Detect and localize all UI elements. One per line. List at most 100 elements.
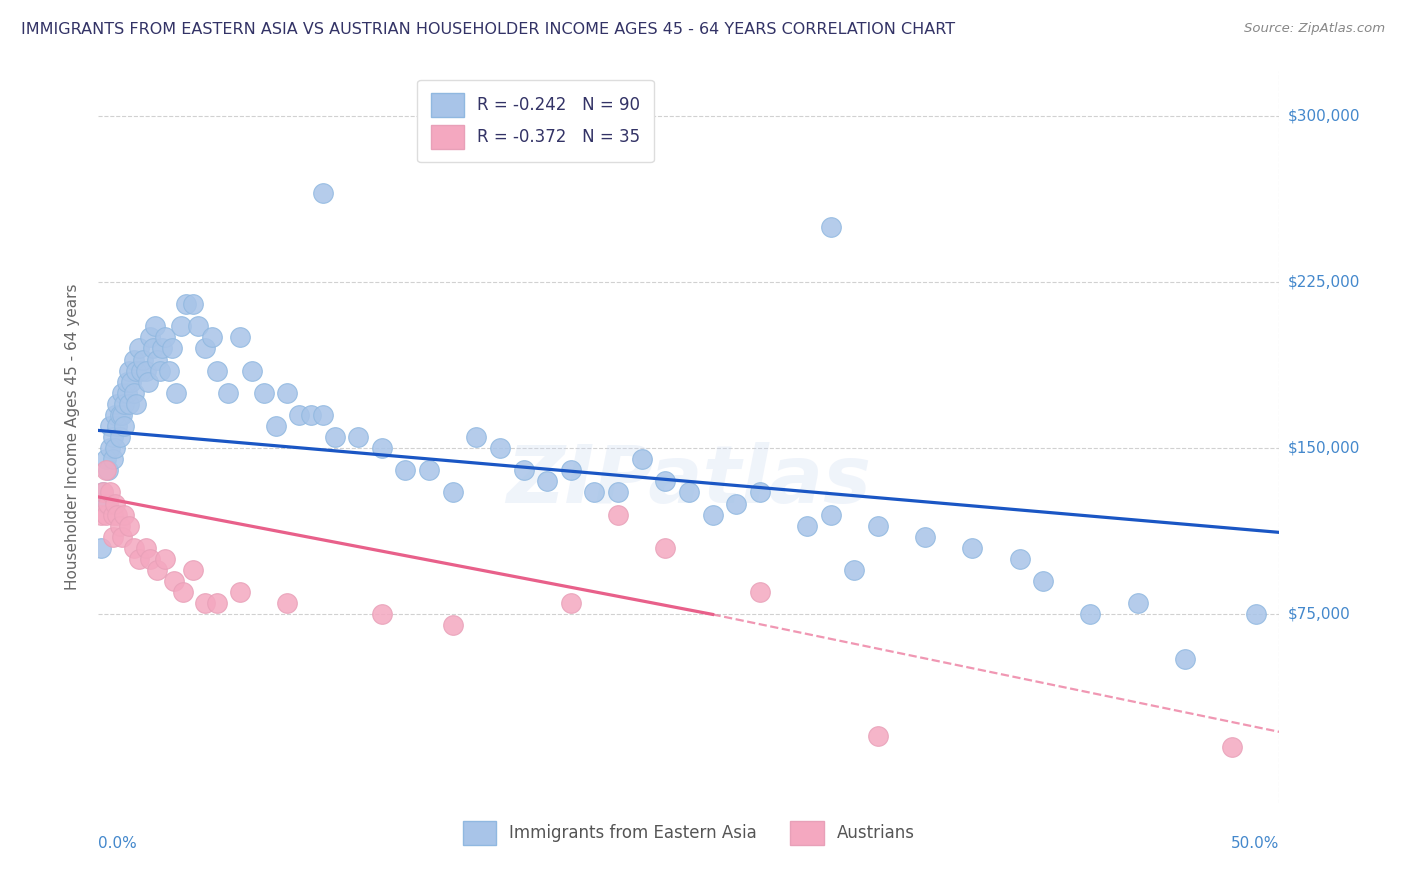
Point	[90, 508, 112, 522]
Point	[112, 508, 135, 522]
Point	[170, 319, 193, 334]
Point	[146, 352, 169, 367]
Point	[441, 618, 464, 632]
Point	[489, 441, 512, 455]
Point	[288, 408, 311, 422]
Point	[101, 530, 124, 544]
Point	[962, 541, 984, 555]
Point	[1126, 596, 1149, 610]
Point	[654, 541, 676, 555]
Point	[112, 397, 135, 411]
Point	[118, 518, 141, 533]
Point	[150, 342, 173, 356]
Point	[163, 574, 186, 589]
Point	[98, 441, 121, 455]
Text: $75,000: $75,000	[1288, 607, 1351, 622]
Point	[312, 186, 335, 201]
Point	[94, 508, 117, 522]
Point	[205, 596, 228, 610]
Point	[97, 463, 120, 477]
Point	[866, 729, 889, 743]
Point	[118, 397, 141, 411]
Point	[174, 297, 197, 311]
Point	[820, 219, 842, 234]
Point	[583, 485, 606, 500]
Point	[122, 352, 145, 367]
Point	[146, 563, 169, 577]
Point	[607, 485, 630, 500]
Point	[560, 463, 582, 477]
Text: $150,000: $150,000	[1288, 441, 1360, 456]
Point	[153, 330, 176, 344]
Point	[181, 297, 204, 311]
Point	[194, 596, 217, 610]
Point	[371, 607, 394, 622]
Point	[1244, 607, 1267, 622]
Point	[125, 397, 148, 411]
Point	[748, 585, 770, 599]
Point	[111, 408, 134, 422]
Point	[91, 485, 114, 500]
Text: 0.0%: 0.0%	[98, 836, 138, 851]
Point	[1008, 552, 1031, 566]
Point	[264, 419, 287, 434]
Point	[149, 363, 172, 377]
Point	[135, 363, 157, 377]
Point	[165, 385, 187, 400]
Point	[187, 319, 209, 334]
Point	[253, 385, 276, 400]
Point	[725, 497, 748, 511]
Point	[654, 475, 676, 489]
Point	[347, 430, 370, 444]
Point	[98, 419, 121, 434]
Y-axis label: Householder Income Ages 45 - 64 years: Householder Income Ages 45 - 64 years	[65, 284, 80, 591]
Text: ZIPatlas: ZIPatlas	[506, 442, 872, 520]
Point	[276, 596, 298, 610]
Point	[112, 419, 135, 434]
Point	[157, 363, 180, 377]
Point	[128, 342, 150, 356]
Point	[104, 441, 127, 455]
Point	[229, 330, 252, 344]
Legend: Immigrants from Eastern Asia, Austrians: Immigrants from Eastern Asia, Austrians	[454, 813, 924, 853]
Point	[820, 508, 842, 522]
Point	[143, 319, 166, 334]
Point	[129, 363, 152, 377]
Point	[104, 497, 127, 511]
Point	[115, 385, 138, 400]
Point	[1220, 740, 1243, 755]
Point	[205, 363, 228, 377]
Point	[91, 485, 114, 500]
Point	[108, 518, 131, 533]
Point	[101, 452, 124, 467]
Point	[105, 397, 128, 411]
Point	[630, 452, 652, 467]
Point	[115, 375, 138, 389]
Point	[276, 385, 298, 400]
Point	[560, 596, 582, 610]
Point	[122, 541, 145, 555]
Point	[217, 385, 239, 400]
Point	[866, 518, 889, 533]
Point	[312, 408, 335, 422]
Point	[125, 363, 148, 377]
Point	[98, 485, 121, 500]
Point	[122, 385, 145, 400]
Point	[181, 563, 204, 577]
Point	[118, 363, 141, 377]
Point	[105, 508, 128, 522]
Point	[1174, 651, 1197, 665]
Point	[160, 342, 183, 356]
Text: 50.0%: 50.0%	[1232, 836, 1279, 851]
Point	[323, 430, 346, 444]
Point	[139, 552, 162, 566]
Point	[607, 508, 630, 522]
Point	[108, 408, 131, 422]
Point	[240, 363, 263, 377]
Point	[121, 375, 143, 389]
Text: Source: ZipAtlas.com: Source: ZipAtlas.com	[1244, 22, 1385, 36]
Point	[94, 463, 117, 477]
Point	[844, 563, 866, 577]
Point	[97, 497, 120, 511]
Point	[512, 463, 534, 477]
